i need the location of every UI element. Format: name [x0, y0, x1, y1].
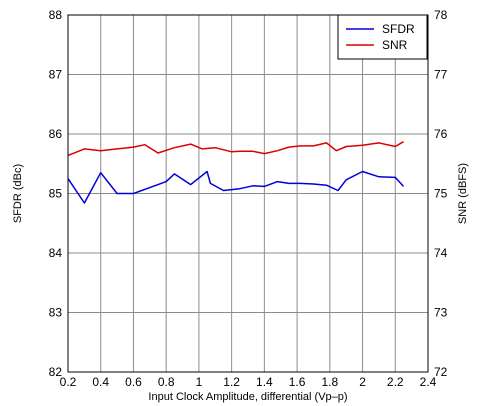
tick-labels: 0.2 0.4 0.6 0.8 1 1.2 1.4 1.6 1.8 2 2.2 2.4 82 83 84 85… [49, 8, 448, 389]
legend-label-sfdr: SFDR [382, 22, 415, 36]
y-right-tick-label: 78 [434, 8, 448, 22]
plot-frame [67, 14, 429, 373]
y-right-tick-label: 72 [434, 365, 448, 379]
y-left-tick-label: 82 [49, 365, 63, 379]
x-tick-label: 0.4 [92, 375, 109, 389]
grid [68, 15, 428, 372]
y-axis-right-label: SNR (dBFS) [457, 163, 469, 224]
y-axis-left-label: SFDR (dBc) [12, 164, 24, 223]
snr-line [67, 141, 404, 157]
x-tick-label: 1.8 [321, 375, 338, 389]
x-axis-label: Input Clock Amplitude, differential (Vp–… [148, 391, 347, 403]
series-layer [67, 141, 405, 204]
x-tick-label: 1.2 [223, 375, 240, 389]
y-left-tick-label: 88 [49, 8, 63, 22]
x-tick-label: 1.4 [256, 375, 273, 389]
sfdr-line [67, 170, 405, 204]
y-left-tick-label: 87 [49, 68, 63, 82]
x-tick-label: 1 [196, 375, 203, 389]
y-left-tick-label: 84 [49, 246, 63, 260]
x-tick-label: 2.4 [420, 375, 437, 389]
legend-box [337, 14, 428, 60]
y-right-tick-label: 75 [434, 187, 448, 201]
legend: SFDR SNR [337, 14, 428, 60]
y-left-tick-label: 83 [49, 306, 63, 320]
legend-label-snr: SNR [382, 38, 408, 52]
x-tick-label: 0.8 [158, 375, 175, 389]
x-tick-label: 0.2 [60, 375, 77, 389]
x-tick-label: 1.6 [289, 375, 306, 389]
y-left-tick-label: 85 [49, 187, 63, 201]
y-right-tick-label: 73 [434, 306, 448, 320]
y-right-tick-label: 77 [434, 68, 448, 82]
x-tick-label: 0.6 [125, 375, 142, 389]
x-tick-label: 2.2 [387, 375, 404, 389]
y-right-tick-label: 76 [434, 127, 448, 141]
y-left-tick-label: 86 [49, 127, 63, 141]
y-right-tick-label: 74 [434, 246, 448, 260]
x-tick-label: 2 [359, 375, 366, 389]
